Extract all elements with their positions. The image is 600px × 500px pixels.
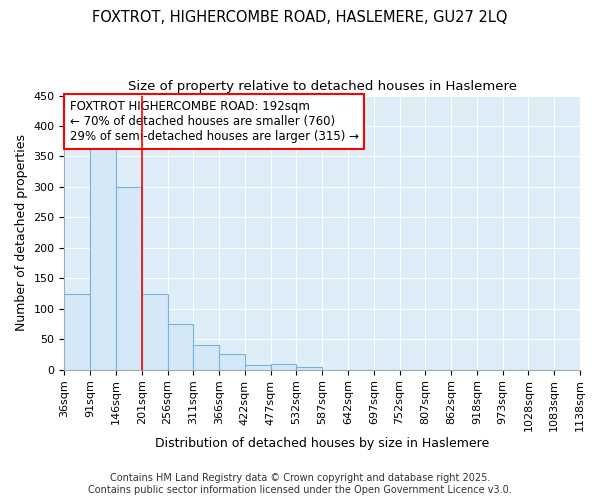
Bar	[296, 366, 322, 370]
Bar	[245, 366, 271, 370]
Bar	[219, 354, 245, 370]
Y-axis label: Number of detached properties: Number of detached properties	[15, 134, 28, 331]
Text: FOXTROT, HIGHERCOMBE ROAD, HASLEMERE, GU27 2LQ: FOXTROT, HIGHERCOMBE ROAD, HASLEMERE, GU…	[92, 10, 508, 25]
Bar	[167, 324, 193, 370]
Bar	[90, 141, 116, 370]
Text: FOXTROT HIGHERCOMBE ROAD: 192sqm
← 70% of detached houses are smaller (760)
29% : FOXTROT HIGHERCOMBE ROAD: 192sqm ← 70% o…	[70, 100, 359, 142]
Bar	[193, 346, 219, 370]
Bar	[116, 187, 142, 370]
Title: Size of property relative to detached houses in Haslemere: Size of property relative to detached ho…	[128, 80, 517, 93]
Bar	[64, 294, 90, 370]
X-axis label: Distribution of detached houses by size in Haslemere: Distribution of detached houses by size …	[155, 437, 490, 450]
Text: Contains HM Land Registry data © Crown copyright and database right 2025.
Contai: Contains HM Land Registry data © Crown c…	[88, 474, 512, 495]
Bar	[271, 364, 296, 370]
Bar	[142, 294, 167, 370]
